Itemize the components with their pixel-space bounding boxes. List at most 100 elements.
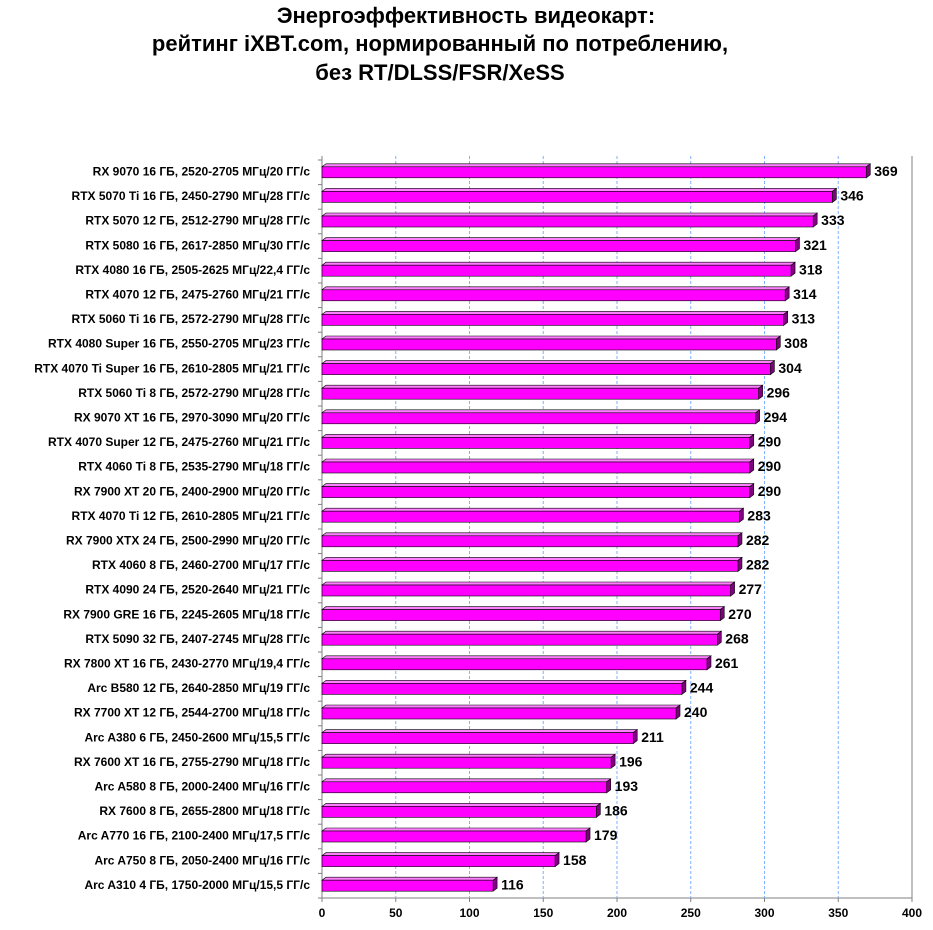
bar bbox=[321, 215, 814, 228]
chart-title: без RT/DLSS/FSR/XeSS bbox=[315, 60, 564, 85]
bar-depth bbox=[321, 261, 796, 266]
bar-depth bbox=[321, 409, 761, 414]
bar-depth bbox=[321, 803, 602, 807]
y-tick-label: RX 7700 XT 12 ГБ, 2544-2700 МГц/18 ГГ/с bbox=[74, 706, 310, 720]
value-label: 268 bbox=[725, 630, 749, 646]
bar-depth bbox=[321, 188, 838, 192]
y-tick-label: RTX 4060 Ti 8 ГБ, 2535-2790 МГц/18 ГГ/с bbox=[78, 460, 310, 474]
y-tick-label: RX 7600 8 ГБ, 2655-2800 МГц/18 ГГ/с bbox=[99, 804, 310, 818]
chart-title: Энергоэффективность видеокарт: bbox=[277, 3, 655, 28]
bar-depth bbox=[321, 335, 782, 340]
value-label: 369 bbox=[874, 163, 898, 179]
x-tick-label: 200 bbox=[607, 906, 627, 920]
bar-depth bbox=[321, 630, 723, 635]
bar bbox=[321, 191, 833, 203]
bar bbox=[321, 314, 784, 326]
bar bbox=[321, 806, 597, 818]
bar bbox=[321, 658, 708, 671]
x-tick-label: 300 bbox=[754, 906, 774, 920]
bar bbox=[321, 855, 556, 867]
bar bbox=[321, 338, 777, 351]
bar bbox=[321, 387, 759, 400]
y-tick-label: RTX 4080 Super 16 ГБ, 2550-2705 МГц/23 Г… bbox=[48, 337, 310, 351]
bar bbox=[321, 781, 607, 794]
y-tick-label: RTX 4070 Super 12 ГБ, 2475-2760 МГц/21 Г… bbox=[48, 435, 310, 449]
bar bbox=[321, 166, 867, 179]
bar-depth bbox=[321, 827, 591, 832]
value-label: 333 bbox=[821, 212, 845, 228]
bar bbox=[321, 461, 751, 474]
value-label: 294 bbox=[764, 409, 788, 425]
bar bbox=[321, 879, 494, 892]
value-label: 193 bbox=[615, 778, 639, 794]
bar-depth bbox=[321, 753, 616, 758]
y-tick-label: RTX 4060 8 ГБ, 2460-2700 МГц/17 ГГ/с bbox=[92, 558, 310, 572]
y-tick-label: Arc A750 8 ГБ, 2050-2400 МГц/16 ГГ/с bbox=[94, 853, 310, 867]
y-tick-label: RX 7900 XTX 24 ГБ, 2500-2990 МГц/20 ГГ/с bbox=[66, 533, 310, 547]
bar-depth bbox=[321, 704, 681, 709]
bar-depth bbox=[321, 876, 499, 881]
bar-depth bbox=[321, 852, 560, 856]
bar-depth bbox=[321, 532, 743, 537]
y-tick-label: RTX 5060 Ti 8 ГБ, 2572-2790 МГц/28 ГГ/с bbox=[78, 386, 310, 400]
bar-depth bbox=[321, 581, 736, 586]
bar-depth bbox=[321, 557, 743, 561]
bar-depth bbox=[321, 655, 712, 660]
bar-depth bbox=[321, 286, 791, 291]
bar-depth bbox=[321, 237, 801, 241]
value-label: 270 bbox=[728, 606, 752, 622]
bar-depth bbox=[321, 680, 687, 684]
y-tick-label: Arc A310 4 ГБ, 1750-2000 МГц/15,5 ГГ/с bbox=[84, 878, 310, 892]
value-label: 277 bbox=[739, 581, 763, 597]
value-label: 304 bbox=[778, 360, 802, 376]
bar-depth bbox=[321, 434, 755, 438]
value-label: 240 bbox=[684, 704, 708, 720]
bar-depth bbox=[321, 729, 639, 733]
x-tick-label: 250 bbox=[681, 906, 701, 920]
y-tick-label: RTX 4070 Ti 12 ГБ, 2610-2805 МГц/21 ГГ/с bbox=[72, 509, 311, 523]
bar bbox=[321, 707, 677, 720]
bar-depth bbox=[321, 483, 755, 487]
y-tick-label: RTX 5090 32 ГБ, 2407-2745 МГц/28 ГГ/с bbox=[85, 632, 310, 646]
y-tick-label: RTX 4070 Ti Super 16 ГБ, 2610-2805 МГц/2… bbox=[34, 361, 310, 375]
bar bbox=[321, 683, 683, 695]
y-tick-label: RX 7900 GRE 16 ГБ, 2245-2605 МГц/18 ГГ/с bbox=[63, 607, 310, 621]
bar bbox=[321, 560, 739, 572]
x-tick-label: 350 bbox=[828, 906, 848, 920]
bar-depth bbox=[321, 606, 726, 610]
y-tick-label: RX 7800 XT 16 ГБ, 2430-2770 МГц/19,4 ГГ/… bbox=[64, 656, 310, 670]
bar bbox=[321, 732, 634, 744]
y-tick-label: RTX 5070 Ti 16 ГБ, 2450-2790 МГц/28 ГГ/с bbox=[72, 189, 311, 203]
bar-depth bbox=[321, 311, 789, 315]
y-tick-label: RTX 4090 24 ГБ, 2520-2640 МГц/21 ГГ/с bbox=[85, 583, 310, 597]
bar bbox=[321, 756, 612, 769]
bar-depth bbox=[321, 212, 819, 217]
bar-depth bbox=[321, 458, 755, 463]
bar bbox=[321, 240, 796, 252]
value-label: 290 bbox=[758, 434, 782, 450]
y-tick-label: Arc B580 12 ГБ, 2640-2850 МГц/19 ГГ/с bbox=[87, 681, 310, 695]
value-label: 116 bbox=[501, 876, 524, 892]
y-tick-label: Arc A770 16 ГБ, 2100-2400 МГц/17,5 ГГ/с bbox=[78, 829, 311, 843]
y-tick-label: RX 9070 16 ГБ, 2520-2705 МГц/20 ГГ/с bbox=[93, 164, 311, 178]
value-label: 296 bbox=[767, 384, 791, 400]
x-tick-label: 150 bbox=[533, 906, 553, 920]
value-label: 318 bbox=[799, 261, 823, 277]
value-label: 282 bbox=[746, 557, 770, 573]
bar bbox=[321, 437, 751, 449]
bar bbox=[321, 584, 731, 597]
bar bbox=[321, 289, 786, 302]
y-tick-label: RX 7900 XT 20 ГБ, 2400-2900 МГц/20 ГГ/с bbox=[74, 484, 310, 498]
chart-title: рейтинг iXBT.com, нормированный по потре… bbox=[152, 31, 728, 56]
value-label: 261 bbox=[715, 655, 739, 671]
y-tick-label: RTX 5060 Ti 16 ГБ, 2572-2790 МГц/28 ГГ/с bbox=[72, 312, 311, 326]
value-label: 314 bbox=[793, 286, 817, 302]
y-tick-label: RX 7600 XT 16 ГБ, 2755-2790 МГц/18 ГГ/с bbox=[74, 755, 310, 769]
value-label: 290 bbox=[758, 483, 782, 499]
y-tick-label: RTX 5080 16 ГБ, 2617-2850 МГц/30 ГГ/с bbox=[85, 238, 310, 252]
x-tick-label: 400 bbox=[902, 906, 922, 920]
y-tick-label: RTX 4080 16 ГБ, 2505-2625 МГц/22,4 ГГ/с bbox=[75, 263, 310, 277]
bar bbox=[321, 264, 792, 277]
value-label: 313 bbox=[792, 311, 816, 327]
value-label: 158 bbox=[563, 852, 587, 868]
